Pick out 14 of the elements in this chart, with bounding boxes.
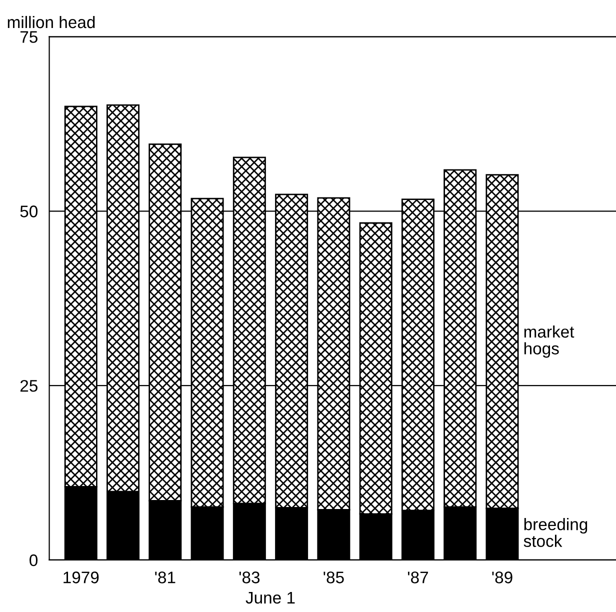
y-tick-label: 50	[20, 206, 38, 218]
x-axis-title: June 1	[246, 592, 295, 604]
x-tick-label: '87	[408, 572, 428, 584]
y-tick-label: 0	[30, 554, 38, 566]
x-tick-label: '81	[155, 572, 176, 584]
x-tick-label: '89	[492, 572, 512, 584]
y-tick-label: 75	[20, 31, 38, 43]
x-tick-label: '83	[239, 572, 260, 584]
series-label: breeding stock	[524, 518, 588, 548]
series-label: market hogs	[524, 325, 574, 358]
x-tick-label: '85	[324, 572, 344, 584]
x-tick-label: 1979	[64, 572, 99, 584]
y-axis-title: million head	[8, 16, 95, 28]
y-tick-label: 25	[20, 380, 38, 392]
